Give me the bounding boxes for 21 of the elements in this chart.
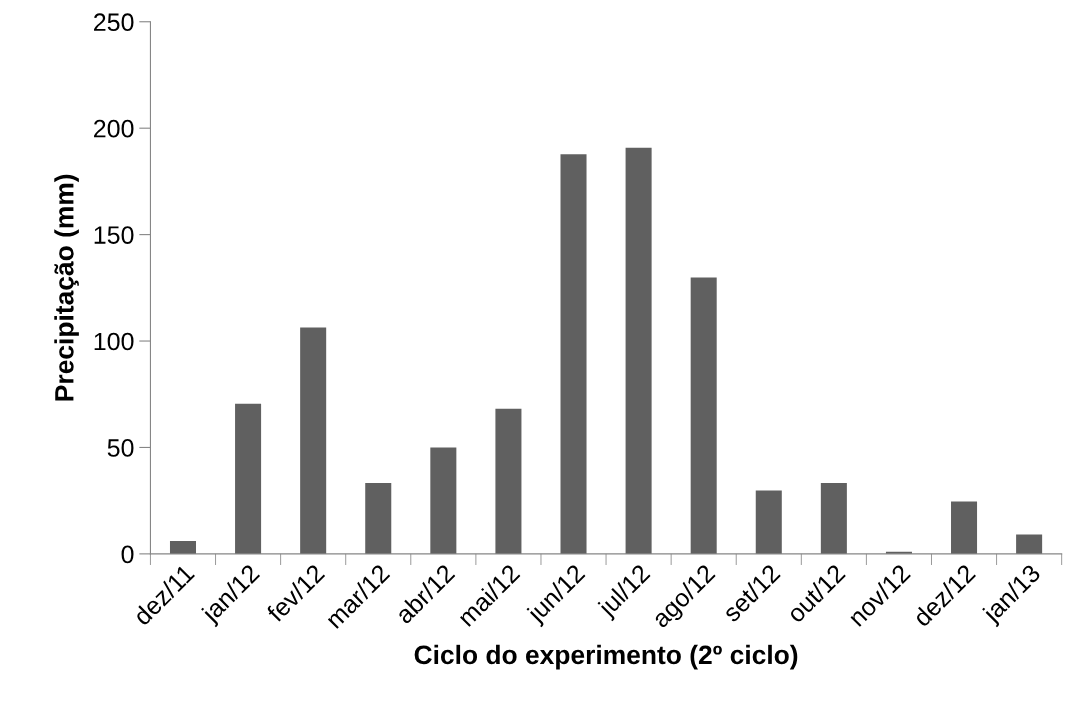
- y-axis-title: Precipitação (mm): [54, 174, 79, 401]
- bar: [300, 327, 327, 554]
- bar: [820, 483, 847, 554]
- bar: [365, 483, 392, 554]
- bar: [951, 501, 978, 554]
- bar: [235, 403, 262, 554]
- bar: [430, 447, 457, 554]
- y-tick-label: 0: [121, 545, 134, 564]
- bar: [625, 147, 652, 554]
- x-axis-title: Ciclo do experimento (2º ciclo): [414, 644, 798, 670]
- y-tick-label: 150: [94, 226, 134, 244]
- bar: [169, 541, 197, 554]
- y-tick-label: 50: [107, 439, 134, 457]
- bar: [755, 490, 782, 554]
- bar: [1016, 534, 1043, 554]
- bar: [690, 277, 717, 554]
- y-tick-label: 100: [94, 332, 134, 351]
- y-tick-label: 200: [94, 119, 134, 138]
- y-tick-label: 250: [94, 13, 134, 32]
- bar: [495, 408, 522, 554]
- bar: [560, 154, 587, 554]
